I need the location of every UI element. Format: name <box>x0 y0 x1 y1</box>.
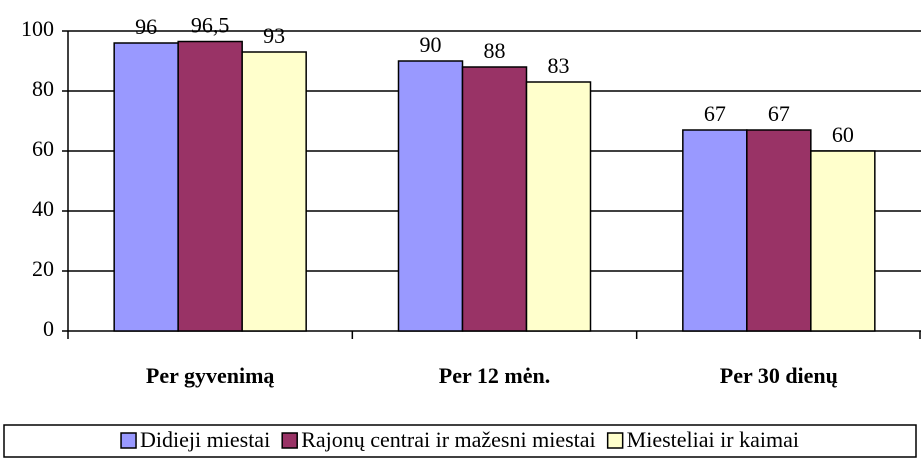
bar <box>525 81 592 332</box>
bar <box>241 51 307 332</box>
data-label: 67 <box>704 101 726 126</box>
y-tick-label: 0 <box>43 316 54 341</box>
legend-swatch <box>606 432 624 449</box>
y-tick-label: 100 <box>21 16 54 41</box>
y-tick-label: 60 <box>32 136 54 161</box>
legend-swatch <box>281 432 298 449</box>
y-tick-label: 20 <box>32 256 54 281</box>
bar <box>810 150 876 332</box>
data-label: 60 <box>832 122 854 147</box>
legend-label: Miesteliai ir kaimai <box>627 427 799 452</box>
data-label: 93 <box>263 23 285 48</box>
legend-label: Didieji miestai <box>140 427 270 452</box>
bar <box>746 129 812 332</box>
x-tick-label: Per gyvenimą <box>146 363 275 388</box>
data-label: 96,5 <box>191 13 230 38</box>
y-tick-label: 80 <box>32 76 54 101</box>
legend: Didieji miestai Rajonų centrai ir mažesni… <box>120 427 799 452</box>
data-label: 90 <box>420 32 442 57</box>
data-label: 96 <box>135 14 157 39</box>
bar <box>177 40 243 332</box>
legend-label: Rajonų centrai ir mažesni miestai <box>301 427 595 452</box>
x-tick-label: Per 12 mėn. <box>439 363 550 388</box>
data-label: 88 <box>484 38 506 63</box>
legend-swatch <box>120 432 137 449</box>
y-tick-label: 40 <box>32 196 54 221</box>
data-label: 67 <box>768 101 790 126</box>
legend-box <box>3 424 917 458</box>
x-tick-label: Per 30 dienų <box>720 363 838 388</box>
bar <box>682 129 748 332</box>
bar <box>113 42 179 332</box>
bar <box>397 60 464 332</box>
bar <box>461 66 528 332</box>
data-label: 83 <box>548 53 570 78</box>
